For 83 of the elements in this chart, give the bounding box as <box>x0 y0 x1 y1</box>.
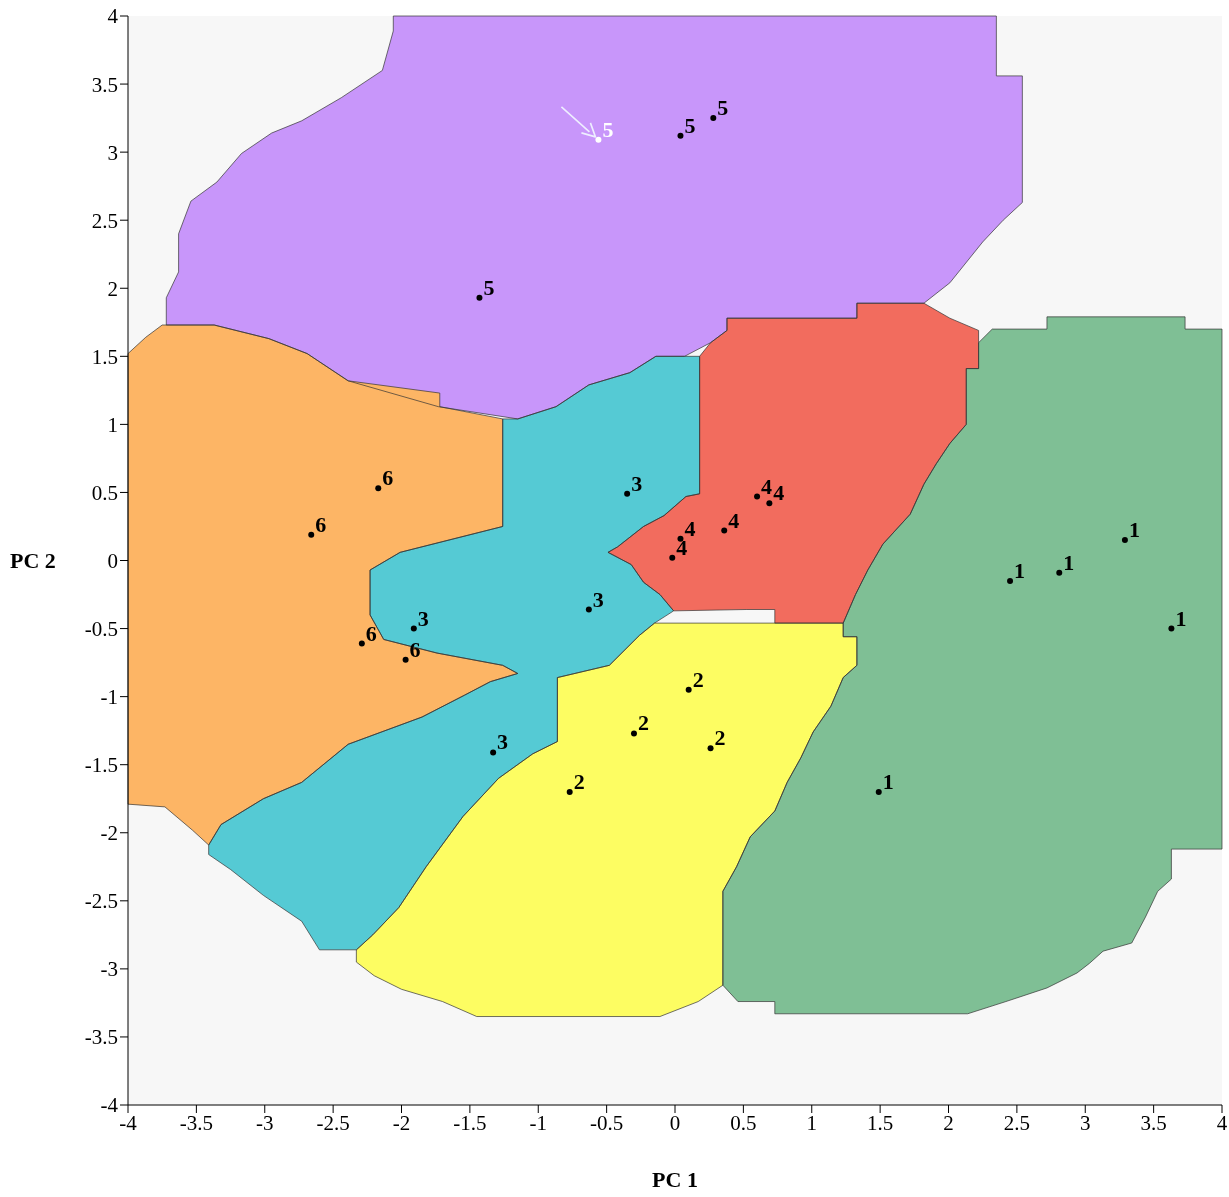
y-tick-label: -3.5 <box>84 1025 118 1050</box>
x-tick-label: 2 <box>943 1110 954 1135</box>
point <box>707 745 714 752</box>
text: 4 <box>773 480 785 506</box>
x-tick-label: 3 <box>1080 1110 1091 1135</box>
text: 2 <box>692 666 704 692</box>
text: 1 <box>1063 549 1075 575</box>
y-tick-label: -0.5 <box>84 617 118 642</box>
point <box>721 527 728 534</box>
point <box>685 686 692 693</box>
text: 1 <box>882 768 894 794</box>
series-label: 3 <box>417 605 429 631</box>
y-tick-label: -1 <box>100 685 118 710</box>
text: 5 <box>483 274 495 300</box>
point <box>410 625 417 632</box>
y-tick-label: 0 <box>107 548 118 573</box>
y-tick-label: 1.5 <box>91 344 118 369</box>
x-tick-label: -3.5 <box>179 1110 213 1135</box>
x-tick-label: 1.5 <box>867 1110 894 1135</box>
x-tick-label: -1.5 <box>453 1110 487 1135</box>
x-tick-label: -0.5 <box>590 1110 624 1135</box>
x-tick-label: 2.5 <box>1003 1110 1030 1135</box>
y-tick-label: 2.5 <box>91 208 118 233</box>
text: 3 <box>592 586 604 612</box>
point <box>1168 625 1175 632</box>
point <box>710 115 717 122</box>
series-label: 5 <box>717 95 729 121</box>
text: 5 <box>602 116 614 142</box>
series-label: 6 <box>315 511 327 537</box>
point <box>476 294 483 301</box>
x-tick-label: 0.5 <box>730 1110 757 1135</box>
x-tick-label: -1 <box>529 1110 547 1135</box>
y-tick-label: -2 <box>100 821 118 846</box>
text: 3 <box>497 729 509 755</box>
point <box>358 640 365 647</box>
y-tick-label: 3.5 <box>91 72 118 97</box>
x-tick-label: -2 <box>392 1110 411 1135</box>
point <box>566 788 573 795</box>
y-tick-label: 1 <box>107 412 118 437</box>
y-tick-label: 2 <box>107 276 118 301</box>
point <box>669 554 676 561</box>
x-tick-label: 4 <box>1216 1110 1228 1135</box>
point <box>766 500 773 507</box>
x-tick-label: 0 <box>669 1110 681 1135</box>
point <box>308 531 315 538</box>
text: 4 <box>761 473 773 499</box>
point <box>490 749 497 756</box>
point <box>754 493 761 500</box>
point <box>624 490 631 497</box>
point <box>595 136 602 143</box>
x-axis-title: PC 1 <box>652 1167 698 1192</box>
y-tick-label: 0.5 <box>91 480 118 505</box>
series-label: 4 <box>728 507 740 533</box>
point <box>630 730 637 737</box>
text: 1 <box>1128 517 1140 543</box>
text: 2 <box>573 768 585 794</box>
point <box>1121 537 1128 544</box>
text: 6 <box>365 620 377 646</box>
x-tick-label: 3.5 <box>1140 1110 1167 1135</box>
y-tick-label: 4 <box>107 4 119 29</box>
text: 5 <box>684 112 696 138</box>
y-tick-label: -2.5 <box>84 889 118 914</box>
point <box>1056 569 1063 576</box>
text: 2 <box>637 710 649 736</box>
text: 1 <box>1014 557 1026 583</box>
x-tick-label: -3 <box>256 1110 274 1135</box>
x-tick-label: 1 <box>806 1110 817 1135</box>
y-tick-label: -1.5 <box>84 753 118 778</box>
y-tick-label: 3 <box>107 140 118 165</box>
series-label: 2 <box>714 725 726 751</box>
y-tick-label: -4 <box>100 1093 119 1118</box>
point <box>402 656 409 663</box>
text: 6 <box>382 465 394 491</box>
point <box>875 788 882 795</box>
point <box>375 485 382 492</box>
point <box>677 132 684 139</box>
point <box>1007 577 1014 584</box>
text: 3 <box>631 470 643 496</box>
y-tick-label: -3 <box>100 957 118 982</box>
y-axis-title: PC 2 <box>10 548 56 574</box>
x-tick-label: -2.5 <box>316 1110 350 1135</box>
point <box>585 606 592 613</box>
series-label: 1 <box>1175 605 1187 631</box>
